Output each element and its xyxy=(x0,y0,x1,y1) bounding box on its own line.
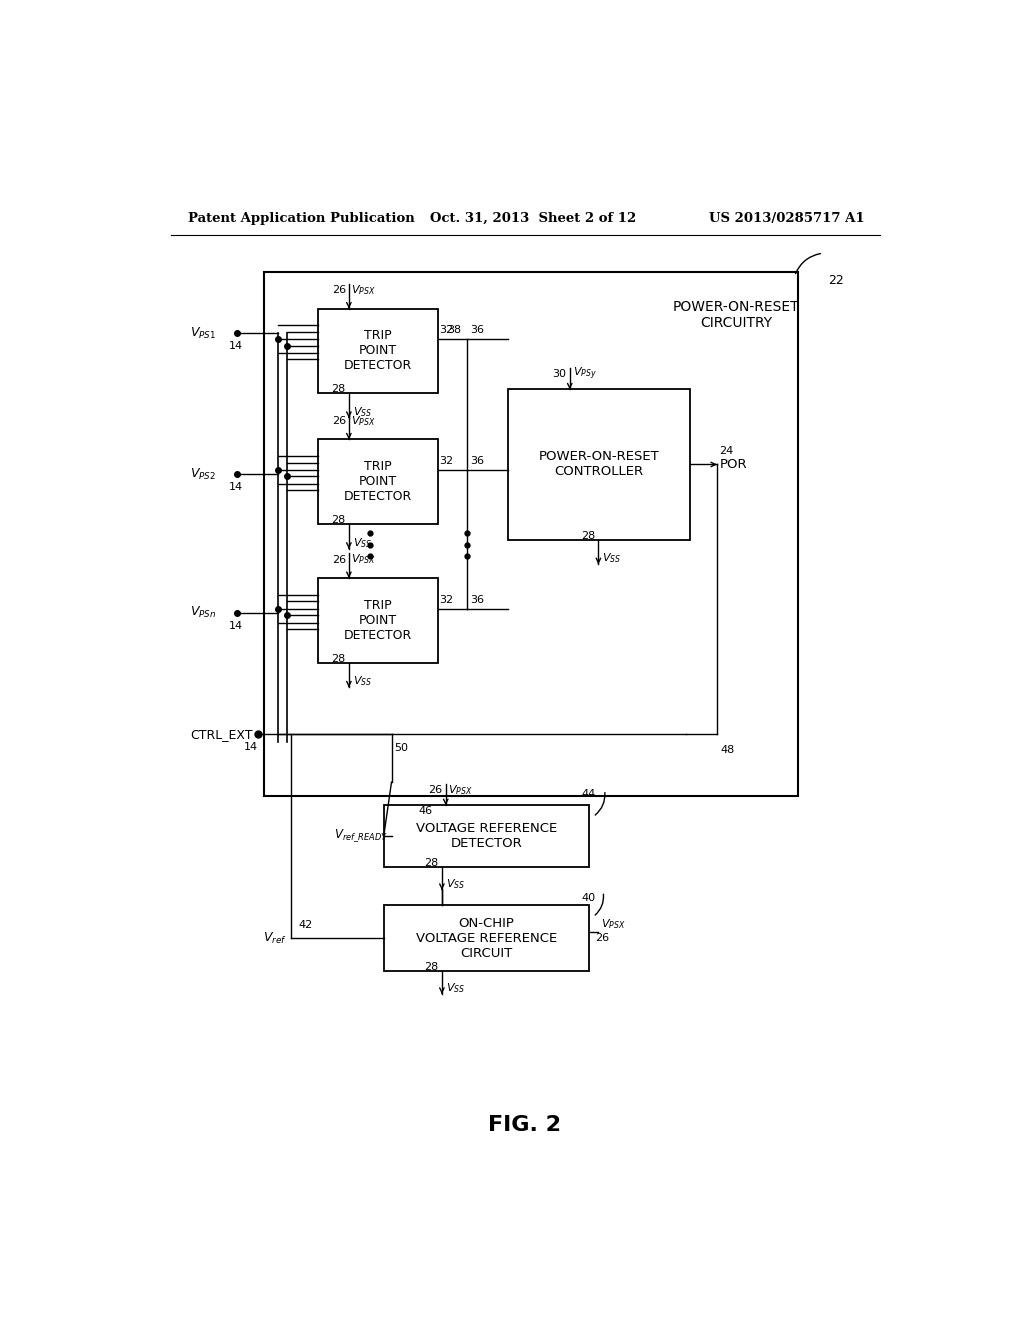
Text: 48: 48 xyxy=(720,744,734,755)
Text: $V_{ref}$: $V_{ref}$ xyxy=(263,931,287,945)
Text: POWER-ON-RESET
CIRCUITRY: POWER-ON-RESET CIRCUITRY xyxy=(673,300,800,330)
Text: 28: 28 xyxy=(581,531,595,541)
Text: 14: 14 xyxy=(228,482,243,492)
Text: 14: 14 xyxy=(228,620,243,631)
Text: 26: 26 xyxy=(332,554,346,565)
Text: 32: 32 xyxy=(439,455,454,466)
Text: $V_{PSX}$: $V_{PSX}$ xyxy=(351,553,376,566)
Text: 50: 50 xyxy=(394,743,408,754)
Bar xyxy=(317,309,438,393)
Bar xyxy=(384,805,589,867)
Text: TRIP
POINT
DETECTOR: TRIP POINT DETECTOR xyxy=(344,330,412,372)
Text: $V_{SS}$: $V_{SS}$ xyxy=(352,675,372,688)
Text: 22: 22 xyxy=(827,273,844,286)
Text: ON-CHIP
VOLTAGE REFERENCE
CIRCUIT: ON-CHIP VOLTAGE REFERENCE CIRCUIT xyxy=(416,916,557,960)
Text: 26: 26 xyxy=(428,785,442,795)
Text: $V_{PSy}$: $V_{PSy}$ xyxy=(572,366,597,383)
Text: 28: 28 xyxy=(425,858,438,869)
Text: 28: 28 xyxy=(332,384,346,395)
Text: 36: 36 xyxy=(470,594,483,605)
Text: 28: 28 xyxy=(332,653,346,664)
Text: CTRL_EXT: CTRL_EXT xyxy=(190,727,253,741)
Text: 28: 28 xyxy=(425,962,438,972)
Text: $V_{PSn}$: $V_{PSn}$ xyxy=(190,605,216,620)
Text: 26: 26 xyxy=(595,933,609,942)
Text: 36: 36 xyxy=(470,325,483,335)
Text: Patent Application Publication: Patent Application Publication xyxy=(188,213,415,224)
Text: $V_{SS}$: $V_{SS}$ xyxy=(602,552,622,565)
Text: POR: POR xyxy=(719,458,746,471)
Text: 30: 30 xyxy=(553,370,566,379)
Text: US 2013/0285717 A1: US 2013/0285717 A1 xyxy=(710,213,865,224)
Text: 36: 36 xyxy=(470,455,483,466)
Text: $V_{SS}$: $V_{SS}$ xyxy=(352,405,372,418)
Text: $V_{SS}$: $V_{SS}$ xyxy=(352,536,372,549)
Text: $V_{PSX}$: $V_{PSX}$ xyxy=(601,917,626,932)
Text: 42: 42 xyxy=(299,920,312,929)
Text: 32: 32 xyxy=(439,325,454,335)
Text: 14: 14 xyxy=(228,342,243,351)
Bar xyxy=(508,389,690,540)
Text: $V_{PS2}$: $V_{PS2}$ xyxy=(190,466,216,482)
Text: 26: 26 xyxy=(332,416,346,426)
Text: 28: 28 xyxy=(332,515,346,525)
Text: TRIP
POINT
DETECTOR: TRIP POINT DETECTOR xyxy=(344,461,412,503)
Text: 40: 40 xyxy=(582,892,596,903)
Text: Oct. 31, 2013  Sheet 2 of 12: Oct. 31, 2013 Sheet 2 of 12 xyxy=(430,213,637,224)
Bar xyxy=(263,272,799,796)
Bar xyxy=(384,906,589,970)
Text: $V_{PSX}$: $V_{PSX}$ xyxy=(449,783,473,797)
Text: 24: 24 xyxy=(719,446,733,455)
Text: 32: 32 xyxy=(439,594,454,605)
Text: 44: 44 xyxy=(582,788,596,799)
Text: 38: 38 xyxy=(447,325,461,335)
Text: 26: 26 xyxy=(332,285,346,296)
Text: $V_{SS}$: $V_{SS}$ xyxy=(445,876,465,891)
Bar xyxy=(317,440,438,524)
Text: TRIP
POINT
DETECTOR: TRIP POINT DETECTOR xyxy=(344,599,412,642)
Text: $V_{PS1}$: $V_{PS1}$ xyxy=(190,326,216,341)
Bar xyxy=(317,578,438,663)
Text: FIG. 2: FIG. 2 xyxy=(488,1115,561,1135)
Text: POWER-ON-RESET
CONTROLLER: POWER-ON-RESET CONTROLLER xyxy=(539,450,659,478)
Text: $V_{PSX}$: $V_{PSX}$ xyxy=(351,284,376,297)
Text: 46: 46 xyxy=(419,807,433,816)
Text: $V_{SS}$: $V_{SS}$ xyxy=(445,981,465,994)
Text: VOLTAGE REFERENCE
DETECTOR: VOLTAGE REFERENCE DETECTOR xyxy=(416,822,557,850)
Text: $V_{PSX}$: $V_{PSX}$ xyxy=(351,414,376,428)
Text: 14: 14 xyxy=(245,742,258,752)
Text: $V_{ref\_READY}$: $V_{ref\_READY}$ xyxy=(334,828,388,845)
